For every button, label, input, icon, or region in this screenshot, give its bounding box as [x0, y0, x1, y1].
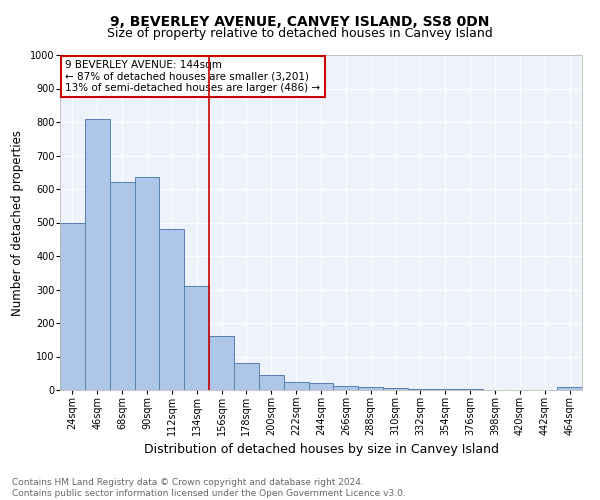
- Text: Contains HM Land Registry data © Crown copyright and database right 2024.
Contai: Contains HM Land Registry data © Crown c…: [12, 478, 406, 498]
- Bar: [259, 375, 284, 390]
- Bar: [209, 336, 234, 390]
- Bar: [383, 388, 408, 390]
- Bar: [60, 222, 85, 390]
- Bar: [85, 118, 110, 390]
- Bar: [134, 178, 160, 390]
- Bar: [308, 382, 334, 390]
- Bar: [358, 386, 383, 390]
- Bar: [334, 386, 358, 390]
- Y-axis label: Number of detached properties: Number of detached properties: [11, 130, 25, 316]
- Bar: [110, 182, 134, 390]
- Bar: [284, 382, 308, 390]
- Bar: [557, 388, 582, 390]
- Text: Size of property relative to detached houses in Canvey Island: Size of property relative to detached ho…: [107, 28, 493, 40]
- Bar: [408, 389, 433, 390]
- Text: 9 BEVERLEY AVENUE: 144sqm
← 87% of detached houses are smaller (3,201)
13% of se: 9 BEVERLEY AVENUE: 144sqm ← 87% of detac…: [65, 60, 320, 93]
- Bar: [184, 286, 209, 390]
- Bar: [160, 229, 184, 390]
- X-axis label: Distribution of detached houses by size in Canvey Island: Distribution of detached houses by size …: [143, 444, 499, 456]
- Text: 9, BEVERLEY AVENUE, CANVEY ISLAND, SS8 0DN: 9, BEVERLEY AVENUE, CANVEY ISLAND, SS8 0…: [110, 15, 490, 29]
- Title: 9, BEVERLEY AVENUE, CANVEY ISLAND, SS8 0DN
Size of property relative to detached: 9, BEVERLEY AVENUE, CANVEY ISLAND, SS8 0…: [0, 499, 1, 500]
- Bar: [234, 363, 259, 390]
